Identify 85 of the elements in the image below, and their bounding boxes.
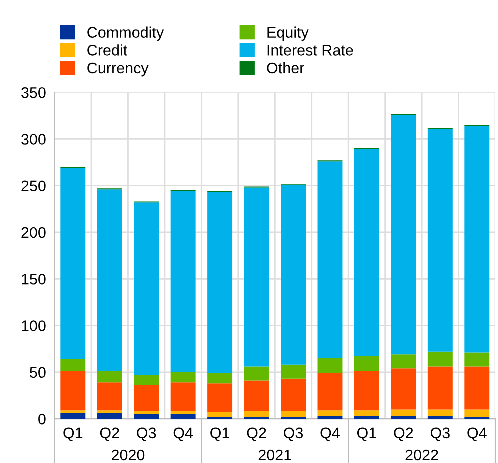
bar xyxy=(60,410,86,414)
bar xyxy=(60,168,86,360)
bar xyxy=(354,416,380,420)
bar xyxy=(170,414,196,420)
bar xyxy=(354,356,380,372)
y-tick-label: 300 xyxy=(22,134,46,145)
bar xyxy=(208,412,233,418)
y-tick-label: 0 xyxy=(38,414,46,425)
bar xyxy=(281,412,306,418)
y-tick-label: 150 xyxy=(22,274,46,285)
bar xyxy=(428,410,453,416)
bar xyxy=(428,352,453,367)
bar xyxy=(428,366,453,410)
bar xyxy=(464,410,490,418)
bar xyxy=(208,373,233,384)
bar xyxy=(60,413,86,420)
bar xyxy=(134,414,160,420)
y-tick-label: 50 xyxy=(30,367,46,378)
bar xyxy=(244,366,270,381)
bar xyxy=(391,114,416,355)
bar xyxy=(244,412,270,418)
bar xyxy=(170,412,196,414)
bar xyxy=(97,410,122,414)
bar xyxy=(60,359,86,372)
bar xyxy=(97,382,122,411)
bar xyxy=(244,380,270,412)
bar xyxy=(318,162,343,358)
bar xyxy=(318,416,343,420)
legend-label: Other xyxy=(267,62,304,74)
bar xyxy=(428,128,453,352)
text: 2021 xyxy=(258,450,292,461)
bar xyxy=(170,191,196,372)
bar xyxy=(281,378,306,412)
x-tick-label: Q4 xyxy=(174,428,194,442)
bar xyxy=(318,410,343,416)
bar xyxy=(354,410,380,416)
bar xyxy=(464,126,490,353)
bar xyxy=(464,366,490,410)
bar xyxy=(208,192,233,374)
text: 2022 xyxy=(406,450,438,461)
x-tick-label: Q1 xyxy=(64,428,83,442)
x-tick-label: Q2 xyxy=(100,428,120,442)
x-tick-label: Q4 xyxy=(468,428,487,442)
bar xyxy=(97,190,122,372)
bar xyxy=(318,373,343,411)
legend-label: Commodity xyxy=(88,26,164,42)
x-tick-label: Q3 xyxy=(430,428,450,442)
bar xyxy=(391,410,416,416)
x-tick-label: Q3 xyxy=(137,428,156,442)
bar xyxy=(391,368,416,410)
x-tick-label: Q1 xyxy=(357,428,376,442)
bar xyxy=(281,364,306,379)
bar xyxy=(244,188,270,367)
bar xyxy=(134,412,160,414)
y-tick-label: 350 xyxy=(22,87,46,98)
bar xyxy=(208,384,233,412)
y-tick-label: 250 xyxy=(22,180,46,192)
bar xyxy=(391,354,416,369)
bar xyxy=(464,352,490,367)
bar xyxy=(134,202,160,376)
bar xyxy=(97,413,122,420)
x-tick-label: Q3 xyxy=(284,428,304,442)
legend-label: Interest Rate xyxy=(268,45,354,56)
bar xyxy=(318,358,343,374)
x-tick-label: Q4 xyxy=(320,428,340,442)
bar xyxy=(391,416,416,420)
bar xyxy=(60,371,86,411)
legend-label: Equity xyxy=(268,26,309,42)
x-tick-label: Q2 xyxy=(247,428,266,442)
x-tick-label: Q1 xyxy=(210,428,230,442)
bar xyxy=(97,371,122,383)
bar xyxy=(428,416,453,420)
text: 2020 xyxy=(112,450,145,461)
bar xyxy=(354,371,380,411)
bar xyxy=(281,184,306,365)
y-tick-label: 200 xyxy=(22,227,46,238)
x-tick-label: Q2 xyxy=(394,428,414,442)
bar xyxy=(170,382,196,412)
bar xyxy=(170,372,196,383)
legend-label: Currency xyxy=(88,62,149,77)
legend-label: Credit xyxy=(88,44,128,56)
bar xyxy=(134,385,160,412)
y-tick-label: 100 xyxy=(22,320,46,332)
bar xyxy=(354,149,380,357)
bar xyxy=(134,375,160,386)
